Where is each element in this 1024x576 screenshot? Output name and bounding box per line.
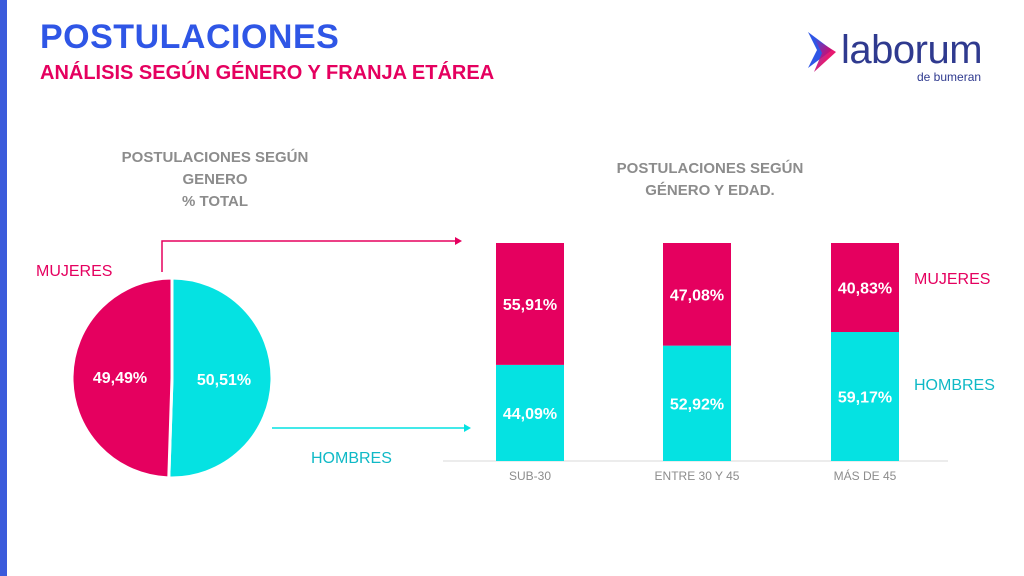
side-accent-bar <box>0 0 7 576</box>
pie-slice-mujeres <box>70 276 174 480</box>
bar-value-label-hombres: 59,17% <box>838 390 892 407</box>
bar-hombres <box>831 332 899 461</box>
bar-value-label-mujeres: 40,83% <box>838 281 892 298</box>
pie-value-label-mujeres: 49,49% <box>93 370 147 387</box>
page-subtitle: ANÁLISIS SEGÚN GÉNERO Y FRANJA ETÁREA <box>40 62 495 84</box>
pie-heading-line: POSTULACIONES SEGÚN <box>121 149 309 166</box>
x-tick-label: MÁS DE 45 <box>834 468 897 483</box>
legend-hombres: HOMBRES <box>914 377 995 394</box>
pie-slice-hombres <box>167 276 274 480</box>
pie-heading-line: GENERO <box>182 171 248 188</box>
logo-tagline: de bumeran <box>917 70 982 84</box>
pie-chart: 50,51% 49,49% <box>70 276 274 480</box>
bar-mujeres <box>663 243 731 346</box>
stacked-bar-chart: 44,09% 55,91% SUB-30 52,92% 47,08% ENTRE 30 Y… <box>443 243 948 483</box>
pie-value-label-hombres: 50,51% <box>197 372 251 389</box>
x-tick-label: SUB-30 <box>509 469 551 483</box>
bar-value-label-mujeres: 55,91% <box>503 297 557 314</box>
pie-heading-line: % TOTAL <box>181 193 249 210</box>
bar-heading-line: GÉNERO Y EDAD. <box>645 182 775 199</box>
arrow-hombres-head <box>464 424 471 432</box>
pie-label-mujeres: MUJERES <box>36 263 113 280</box>
bar-chart-heading: POSTULACIONES SEGÚN GÉNERO Y EDAD. <box>590 158 830 202</box>
legend-mujeres: MUJERES <box>914 271 991 288</box>
laborum-logo: laborum de bumeran <box>805 26 1005 86</box>
logo-wordmark: laborum <box>841 28 983 72</box>
bar-value-label-hombres: 44,09% <box>503 406 557 423</box>
pie-chart-heading: POSTULACIONES SEGÚN GENERO % TOTAL <box>90 147 340 213</box>
arrow-mujeres <box>161 240 455 272</box>
page-title: POSTULACIONES <box>40 18 340 56</box>
bar-value-label-mujeres: 47,08% <box>670 287 724 304</box>
bar-heading-line: POSTULACIONES SEGÚN <box>616 160 804 177</box>
bar-value-label-hombres: 52,92% <box>670 396 724 413</box>
arrow-mujeres-head <box>455 237 462 245</box>
bar-mujeres <box>496 243 564 365</box>
pie-label-hombres: HOMBRES <box>311 450 392 467</box>
bar-hombres <box>496 364 564 461</box>
connector-arrows <box>161 237 471 432</box>
laborum-chevron-icon <box>808 32 836 72</box>
x-tick-label: ENTRE 30 Y 45 <box>655 469 740 483</box>
bar-hombres <box>663 345 731 461</box>
bar-mujeres <box>831 243 899 333</box>
